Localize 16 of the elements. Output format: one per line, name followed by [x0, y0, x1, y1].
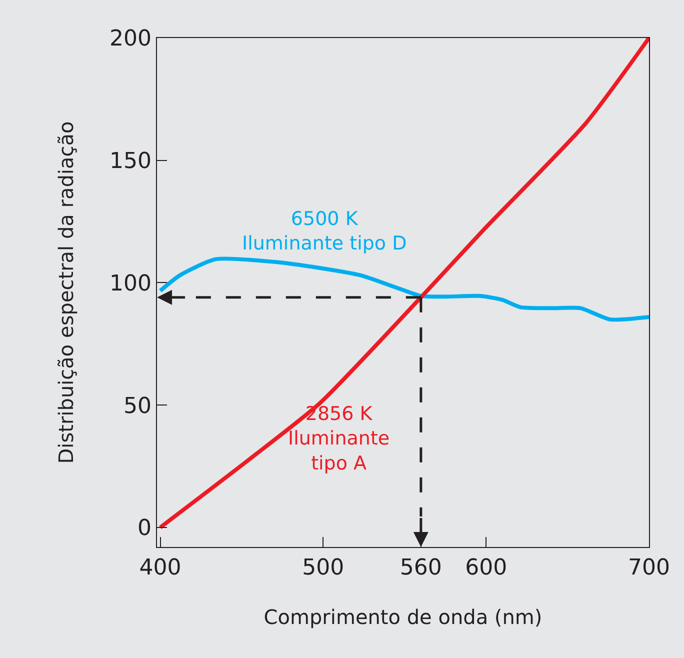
y-tick-label: 150 — [110, 149, 152, 174]
line-series — [158, 38, 649, 530]
x-tick-label: 700 — [628, 556, 670, 580]
x-tick-label: 560 — [400, 556, 442, 580]
x-tick-label: 600 — [465, 556, 508, 580]
y-tick-label: 100 — [110, 271, 152, 296]
series-label: 6500 K Iluminante tipo D — [242, 208, 407, 255]
x-axis-title: Comprimento de onda (nm) — [264, 605, 542, 629]
y-tick-label: 200 — [110, 26, 152, 52]
line-series — [158, 256, 649, 322]
x-tick-label: 400 — [139, 556, 182, 580]
y-axis-title: Distribuição espectral da radiação — [54, 121, 78, 464]
y-tick-label: 0 — [138, 516, 152, 542]
y-tick-label: 50 — [124, 394, 152, 419]
series-label: 2856 K Iluminante tipo A — [288, 403, 390, 474]
x-tick-label: 500 — [302, 556, 344, 580]
